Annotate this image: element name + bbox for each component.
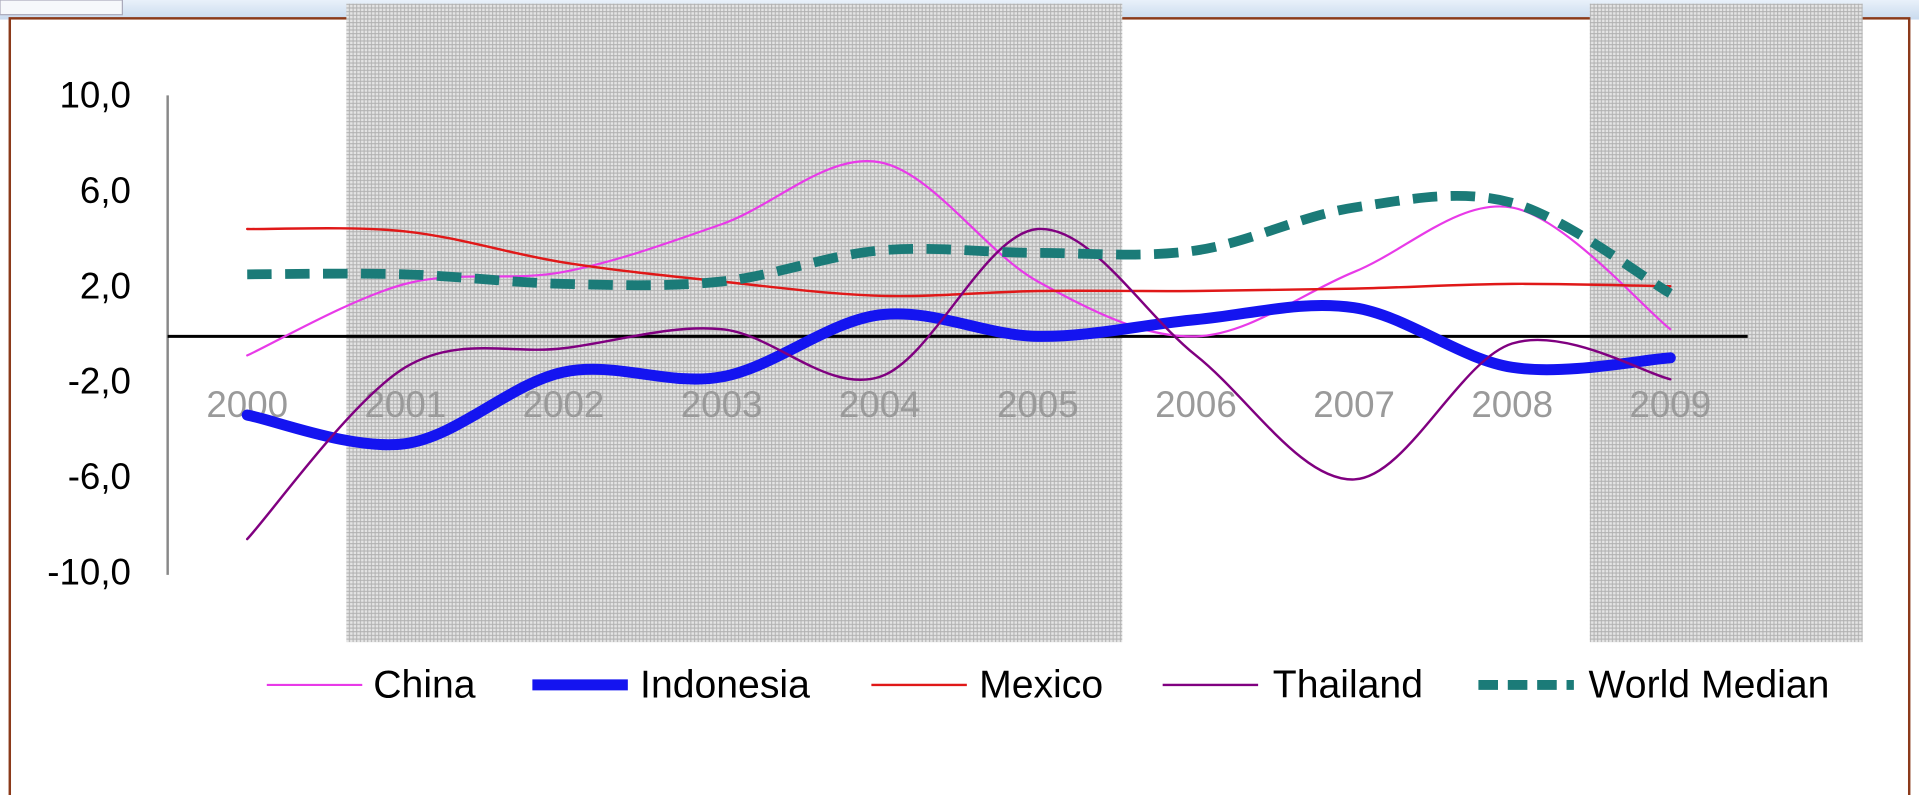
series-line [245,227,1672,541]
legend-label: World Median [1589,664,1830,707]
y-tick-label: 2,0 [80,265,131,306]
legend-label: Thailand [1273,664,1423,707]
y-tick-label: -6,0 [68,456,131,497]
tab [0,0,123,16]
legend-label: China [373,664,476,707]
x-tick-label: 2006 [1155,384,1237,425]
x-tick-label: 2005 [997,384,1079,425]
x-tick-label: 2003 [681,384,763,425]
legend-label: Indonesia [640,664,810,707]
y-tick-label: -2,0 [68,361,131,402]
legend-label: Mexico [979,664,1103,707]
x-tick-label: 2004 [839,384,921,425]
x-tick-label: 2008 [1471,384,1553,425]
x-tick-label: 2007 [1313,384,1395,425]
shaded-period [1589,3,1863,643]
series-line [241,299,1676,451]
series-line [247,191,1673,298]
x-tick-label: 2002 [523,384,605,425]
series-line [245,227,1672,298]
shaded-period [346,3,1123,643]
y-tick-label: -10,0 [47,552,131,593]
y-tick-label: 6,0 [80,170,131,211]
y-tick-label: 10,0 [60,75,131,116]
x-tick-label: 2009 [1629,384,1711,425]
x-tick-label: 2001 [365,384,447,425]
